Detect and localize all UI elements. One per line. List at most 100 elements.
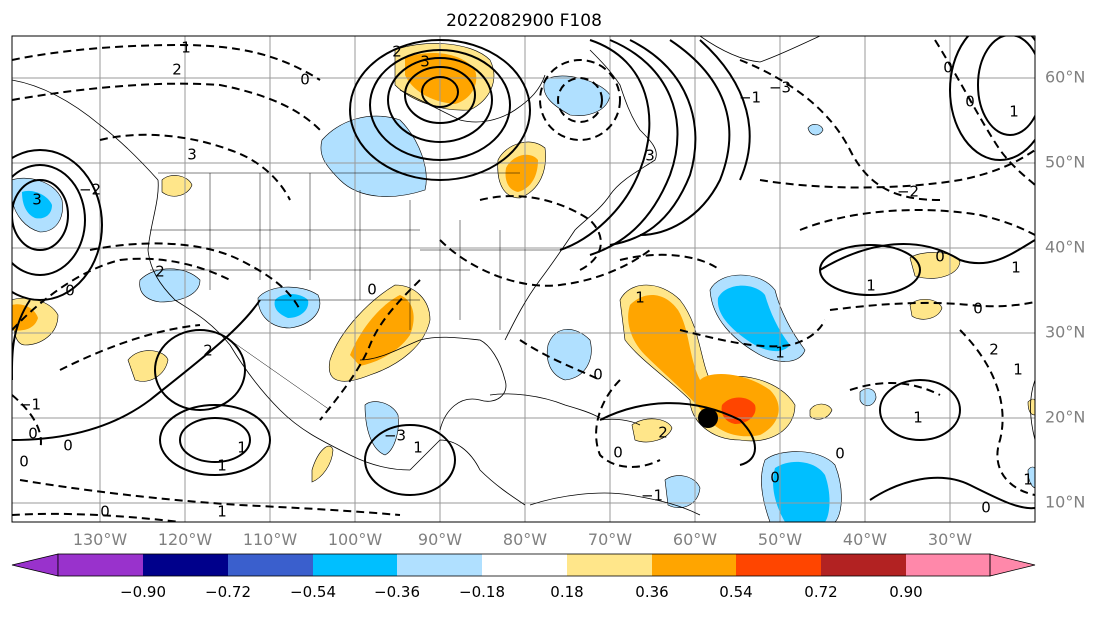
contour-neg-15 xyxy=(739,59,941,201)
coast-africa xyxy=(1030,379,1035,441)
colorbar-segment xyxy=(228,554,313,576)
contour-label: 1 xyxy=(1013,361,1023,379)
shade-lightblue-small-3 xyxy=(664,475,701,508)
coast-hispaniola xyxy=(599,418,641,426)
lon-label: 130°W xyxy=(73,530,128,549)
lon-label: 80°W xyxy=(503,530,547,549)
lat-label: 40°N xyxy=(1045,238,1085,257)
contour-neg-23 xyxy=(679,319,826,348)
coast-east-us xyxy=(504,194,611,341)
contour-pos-21 xyxy=(879,379,961,441)
contour-neg-9 xyxy=(12,512,181,522)
shade-yellow-small-1 xyxy=(127,350,169,382)
shade-yellow-small-4 xyxy=(631,418,673,443)
colorbar-tick: 0.90 xyxy=(889,583,922,601)
contour-neg-21 xyxy=(595,379,661,468)
contour-pos-6 xyxy=(559,39,651,251)
contour-label: 1 xyxy=(1009,103,1019,121)
coastlines xyxy=(12,36,1035,516)
colorbar-segment xyxy=(143,554,228,576)
contour-label: −3 xyxy=(769,79,791,97)
shade-orange-quebec xyxy=(505,154,538,192)
contour-label: 1 xyxy=(181,39,191,57)
contour-pos-26 xyxy=(12,299,31,380)
lon-label: 50°W xyxy=(758,530,802,549)
contour-neg-20 xyxy=(959,329,1035,496)
contour-pos-2 xyxy=(369,49,511,161)
contour-label: −1 xyxy=(641,487,663,505)
contour-label: 0 xyxy=(300,71,310,89)
colorbar-tick: 0.54 xyxy=(719,583,752,601)
colorbar-segment xyxy=(821,554,906,576)
shade-red-atlantic xyxy=(721,397,756,424)
contour-neg-8 xyxy=(19,479,401,516)
contour-neg-14 xyxy=(557,77,603,123)
contour-neg-18 xyxy=(829,301,1035,311)
lon-label: 30°W xyxy=(928,530,972,549)
colorbar-segment xyxy=(58,554,143,576)
contours-negative xyxy=(12,39,1035,522)
contour-label: 0 xyxy=(63,437,73,455)
contour-label: 1 xyxy=(775,344,785,362)
contour-label: 1 xyxy=(217,457,227,475)
colorbar-tick: −0.90 xyxy=(120,583,166,601)
colorbar-tick: 0.18 xyxy=(550,583,583,601)
contour-neg-6 xyxy=(59,324,201,371)
contour-pos-15 xyxy=(977,36,1035,136)
colorbar-segment xyxy=(482,554,567,576)
colorbar-extend-high xyxy=(989,553,1036,577)
shade-blue-atlantic xyxy=(717,285,790,352)
coast-pacific-nw xyxy=(147,179,411,471)
contour-label: 1 xyxy=(635,289,645,307)
colorbar-segment xyxy=(906,554,990,576)
contour-label: 0 xyxy=(973,300,983,318)
colorbar-tick: −0.18 xyxy=(459,583,505,601)
contour-pos-3 xyxy=(387,57,493,143)
contour-pos-24 xyxy=(599,402,756,466)
contour-label: −1 xyxy=(739,89,761,107)
contour-pos-5 xyxy=(421,76,459,108)
shade-yellow-small-5 xyxy=(909,252,961,279)
contour-label: −3 xyxy=(384,427,406,445)
contour-label: 1 xyxy=(866,277,876,295)
colorbar-tick: −0.72 xyxy=(205,583,251,601)
lat-label: 50°N xyxy=(1045,153,1085,172)
contour-pos-11 xyxy=(12,149,103,301)
contour-label: 0 xyxy=(65,282,75,300)
coast-south-america xyxy=(529,492,701,516)
shade-yellow-small-6 xyxy=(909,299,943,320)
contour-labels: 1 2 3 2 3 0 −3 −1 0 1 −2 0 3 −2 0 3 2 0 … xyxy=(19,39,1033,521)
contour-neg-11 xyxy=(439,239,651,287)
contour-neg-4 xyxy=(89,242,301,311)
lon-label: 70°W xyxy=(588,530,632,549)
contour-label: 2 xyxy=(989,341,999,359)
lon-label: 40°W xyxy=(843,530,887,549)
contour-neg-13 xyxy=(539,59,621,141)
contour-neg-22 xyxy=(519,339,601,381)
colorbar-segment xyxy=(313,554,397,576)
lon-label: 100°W xyxy=(328,530,383,549)
contour-label: 3 xyxy=(645,147,655,165)
colorbar-frame xyxy=(57,553,991,577)
contour-label: −2 xyxy=(897,183,919,201)
contour-label: 2 xyxy=(203,342,213,360)
contour-label: 0 xyxy=(965,93,975,111)
contour-neg-17 xyxy=(799,209,1035,236)
contour-neg-1 xyxy=(12,43,321,81)
contour-neg-24 xyxy=(849,382,941,396)
shade-lightblue-small-1 xyxy=(807,124,824,136)
contour-label: −1 xyxy=(19,396,41,414)
contour-label: 1 xyxy=(913,409,923,427)
contour-label: 0 xyxy=(100,503,110,521)
colorbar-tick: −0.36 xyxy=(374,583,420,601)
contour-pos-1 xyxy=(349,39,531,181)
colorbar-ticks: −0.90 −0.72 −0.54 −0.36 −0.18 0.18 0.36 … xyxy=(120,583,923,601)
contour-label: 2 xyxy=(392,43,402,61)
contour-label: 2 xyxy=(172,61,182,79)
lat-label: 10°N xyxy=(1045,493,1085,512)
coast-central-america xyxy=(409,439,526,506)
contour-label: 3 xyxy=(420,53,430,71)
contour-label: 2 xyxy=(155,263,165,281)
contour-label: 0 xyxy=(593,366,603,384)
